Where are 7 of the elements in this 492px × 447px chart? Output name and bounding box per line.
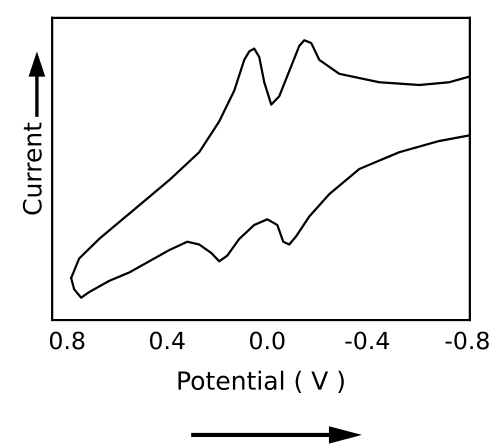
x-tick-label: 0.0 — [250, 332, 284, 350]
x-axis-title: Potential ( V ) — [178, 370, 344, 393]
x-tick-label: -0.4 — [345, 332, 390, 350]
y-axis-title: Current — [22, 122, 42, 215]
x-tick-label: 0.8 — [50, 332, 84, 350]
x-tick-label: 0.4 — [150, 332, 185, 350]
x-tick-label: -0.8 — [445, 332, 489, 350]
